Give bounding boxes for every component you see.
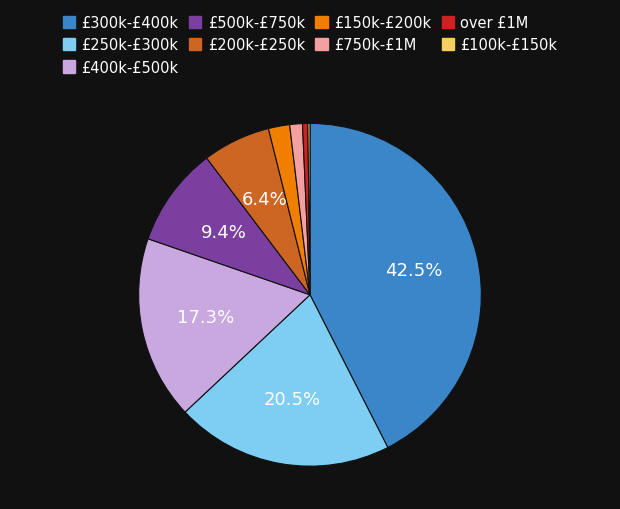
Text: 6.4%: 6.4% (241, 190, 287, 209)
Wedge shape (290, 124, 310, 295)
Wedge shape (308, 124, 310, 295)
Wedge shape (139, 239, 310, 412)
Wedge shape (303, 124, 310, 295)
Wedge shape (148, 159, 310, 295)
Wedge shape (268, 125, 310, 295)
Text: 42.5%: 42.5% (384, 262, 442, 279)
Text: 9.4%: 9.4% (201, 224, 247, 242)
Wedge shape (185, 295, 388, 466)
Wedge shape (310, 124, 481, 447)
Legend: £300k-£400k, £250k-£300k, £400k-£500k, £500k-£750k, £200k-£250k, £150k-£200k, £7: £300k-£400k, £250k-£300k, £400k-£500k, £… (60, 13, 560, 78)
Wedge shape (206, 129, 310, 295)
Text: 17.3%: 17.3% (177, 308, 235, 326)
Text: 20.5%: 20.5% (263, 391, 321, 409)
